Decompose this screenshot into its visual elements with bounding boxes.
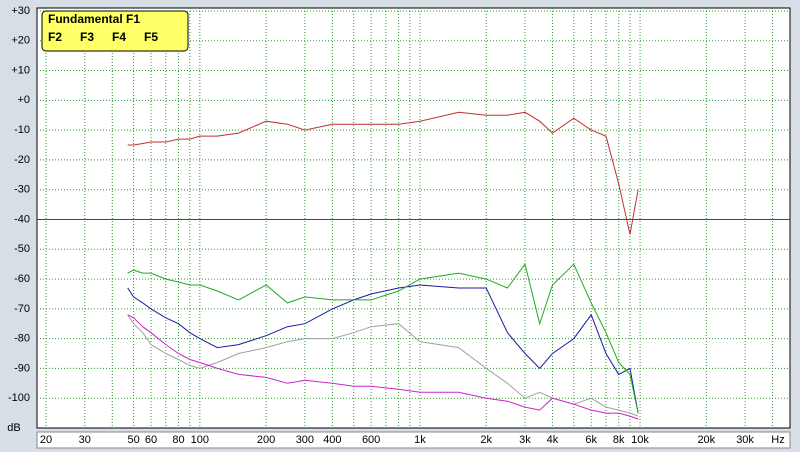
y-tick-label: -60: [14, 273, 30, 285]
series-line: [127, 263, 639, 414]
legend-label: F5: [144, 30, 158, 44]
x-tick-label: 1k: [414, 434, 426, 446]
x-tick-label: 600: [362, 434, 380, 446]
y-tick-label: -30: [14, 184, 30, 196]
x-tick-label: 30k: [736, 434, 754, 446]
series-line: [127, 314, 639, 420]
x-tick-label: 4k: [547, 434, 559, 446]
x-tick-label: 20: [40, 434, 52, 446]
y-tick-label: -70: [14, 303, 30, 315]
legend-label: F2: [48, 30, 62, 44]
x-tick-label: 10k: [631, 434, 649, 446]
y-tick-label: -100: [8, 392, 30, 404]
x-tick-label: 3k: [519, 434, 531, 446]
x-tick-label: 20k: [697, 434, 715, 446]
y-tick-label: -40: [14, 213, 30, 225]
y-tick-label: +30: [11, 5, 30, 17]
y-unit: dB: [7, 422, 20, 434]
series-line: [127, 314, 639, 417]
legend-label: F4: [112, 30, 126, 44]
y-tick-label: +20: [11, 35, 30, 47]
y-tick-label: -90: [14, 362, 30, 374]
x-unit: Hz: [771, 434, 784, 446]
x-tick-label: 8k: [613, 434, 625, 446]
y-tick-label: +10: [11, 64, 30, 76]
legend-box: [41, 10, 189, 52]
x-axis-strip: [36, 431, 791, 449]
legend: Fundamental F1 F2 F3 F4 F5: [41, 10, 189, 52]
x-tick-label: 80: [172, 434, 184, 446]
x-tick-label: 300: [296, 434, 314, 446]
y-tick-label: -80: [14, 333, 30, 345]
series-line: [127, 284, 639, 414]
series-line: [127, 111, 639, 235]
x-tick-label: 30: [79, 434, 91, 446]
y-tick-label: -20: [14, 154, 30, 166]
legend-label: F3: [80, 30, 94, 44]
x-tick-label: 200: [257, 434, 275, 446]
x-tick-label: 400: [323, 434, 341, 446]
x-tick-label: 50: [127, 434, 139, 446]
x-tick-label: 2k: [480, 434, 492, 446]
x-tick-label: 100: [191, 434, 209, 446]
y-tick-label: -50: [14, 243, 30, 255]
legend-label: Fundamental F1: [48, 12, 140, 26]
x-tick-label: 60: [145, 434, 157, 446]
plot-area: [36, 7, 791, 429]
y-tick-label: -10: [14, 124, 30, 136]
y-tick-label: +0: [17, 94, 30, 106]
x-tick-label: 6k: [585, 434, 597, 446]
